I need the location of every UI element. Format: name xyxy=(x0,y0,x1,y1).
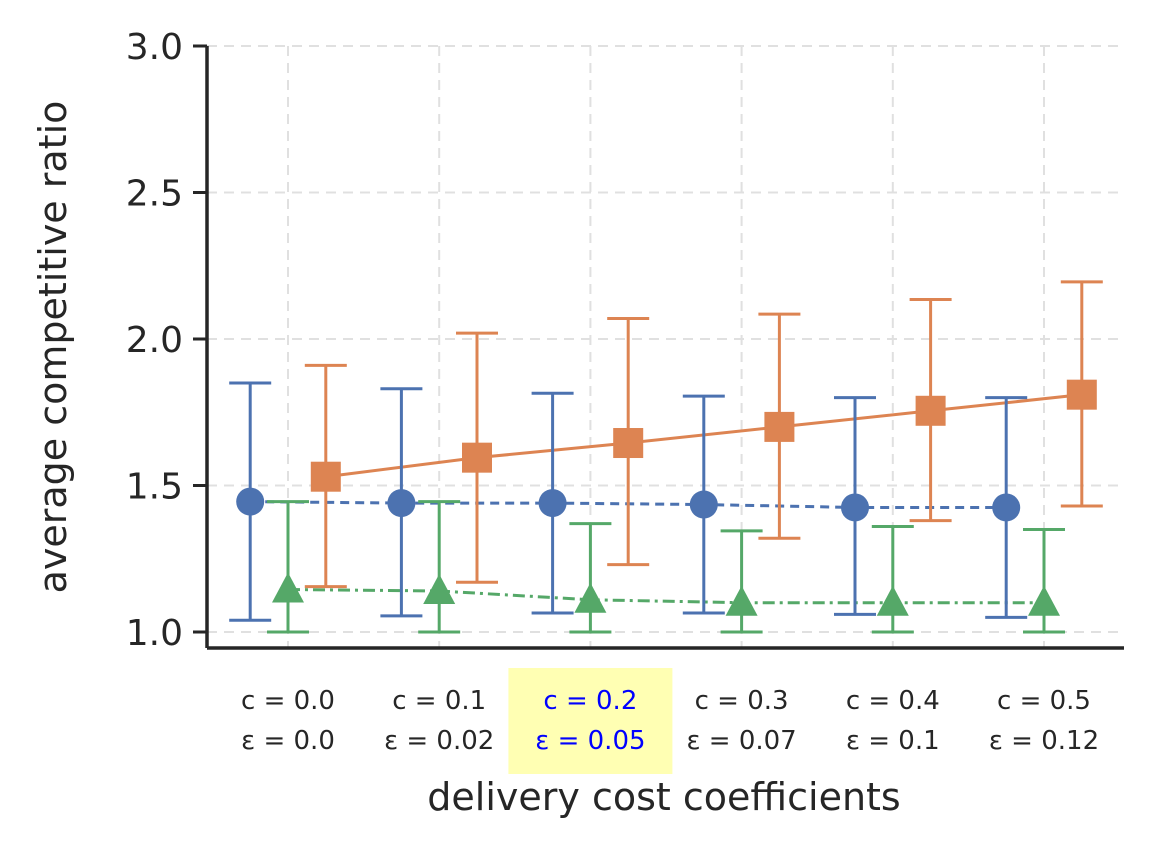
y-tick-label: 1.0 xyxy=(126,613,183,654)
y-tick-label: 3.0 xyxy=(126,27,183,68)
highlight-layer xyxy=(508,668,673,774)
data-point-blue-circle xyxy=(236,487,265,516)
axis-layer xyxy=(205,46,1124,650)
x-category-c-label: c = 0.3 xyxy=(695,686,789,716)
data-point-green-triangle xyxy=(876,585,909,616)
grid-layer xyxy=(207,45,1124,648)
x-category-c-label: c = 0.2 xyxy=(543,686,637,716)
series-layer xyxy=(229,280,1103,634)
y-tick-label: 2.5 xyxy=(126,174,183,215)
data-point-blue-circle xyxy=(538,489,567,518)
y-axis-title: average competitive ratio xyxy=(31,101,75,594)
highlight-box xyxy=(508,668,673,774)
x-category-eps-label: ε = 0.02 xyxy=(384,726,494,756)
data-point-orange-square xyxy=(915,395,946,426)
data-point-orange-square xyxy=(764,411,795,442)
x-category-eps-label: ε = 0.05 xyxy=(535,726,645,756)
data-point-green-triangle xyxy=(725,585,758,616)
x-category-c-label: c = 0.5 xyxy=(997,686,1091,716)
data-point-blue-circle xyxy=(841,493,869,522)
x-category-layer: c = 0.0 ε = 0.0 c = 0.1 ε = 0.02 c = 0.2 ε = … xyxy=(241,686,1099,756)
data-point-orange-square xyxy=(1066,379,1097,410)
data-point-green-triangle xyxy=(272,572,304,603)
data-point-orange-square xyxy=(462,442,492,473)
x-category-eps-label: ε = 0.1 xyxy=(846,726,940,756)
series-line-green-triangle xyxy=(287,588,1044,605)
x-category-eps-label: ε = 0.0 xyxy=(241,726,335,756)
data-point-blue-circle xyxy=(387,489,416,518)
x-category-c-label: c = 0.0 xyxy=(241,686,335,716)
x-axis-title: delivery cost coefficients xyxy=(427,775,900,819)
x-category-eps-label: ε = 0.12 xyxy=(989,726,1099,756)
data-point-orange-square xyxy=(310,461,341,492)
data-point-green-triangle xyxy=(423,573,456,604)
data-point-green-triangle xyxy=(574,582,607,613)
x-category-c-label: c = 0.4 xyxy=(846,686,940,716)
y-tick-label: 1.5 xyxy=(126,467,183,508)
x-category-eps-label: ε = 0.07 xyxy=(686,726,796,756)
data-point-orange-square xyxy=(613,428,644,459)
y-tick-label: 2.0 xyxy=(126,320,183,361)
data-point-blue-circle xyxy=(689,490,718,519)
data-point-blue-circle xyxy=(992,493,1021,522)
y-tick-layer: 1.0 1.5 2.0 2.5 3.0 xyxy=(126,27,207,654)
x-category-c-label: c = 0.1 xyxy=(392,686,486,716)
data-point-green-triangle xyxy=(1028,585,1060,616)
